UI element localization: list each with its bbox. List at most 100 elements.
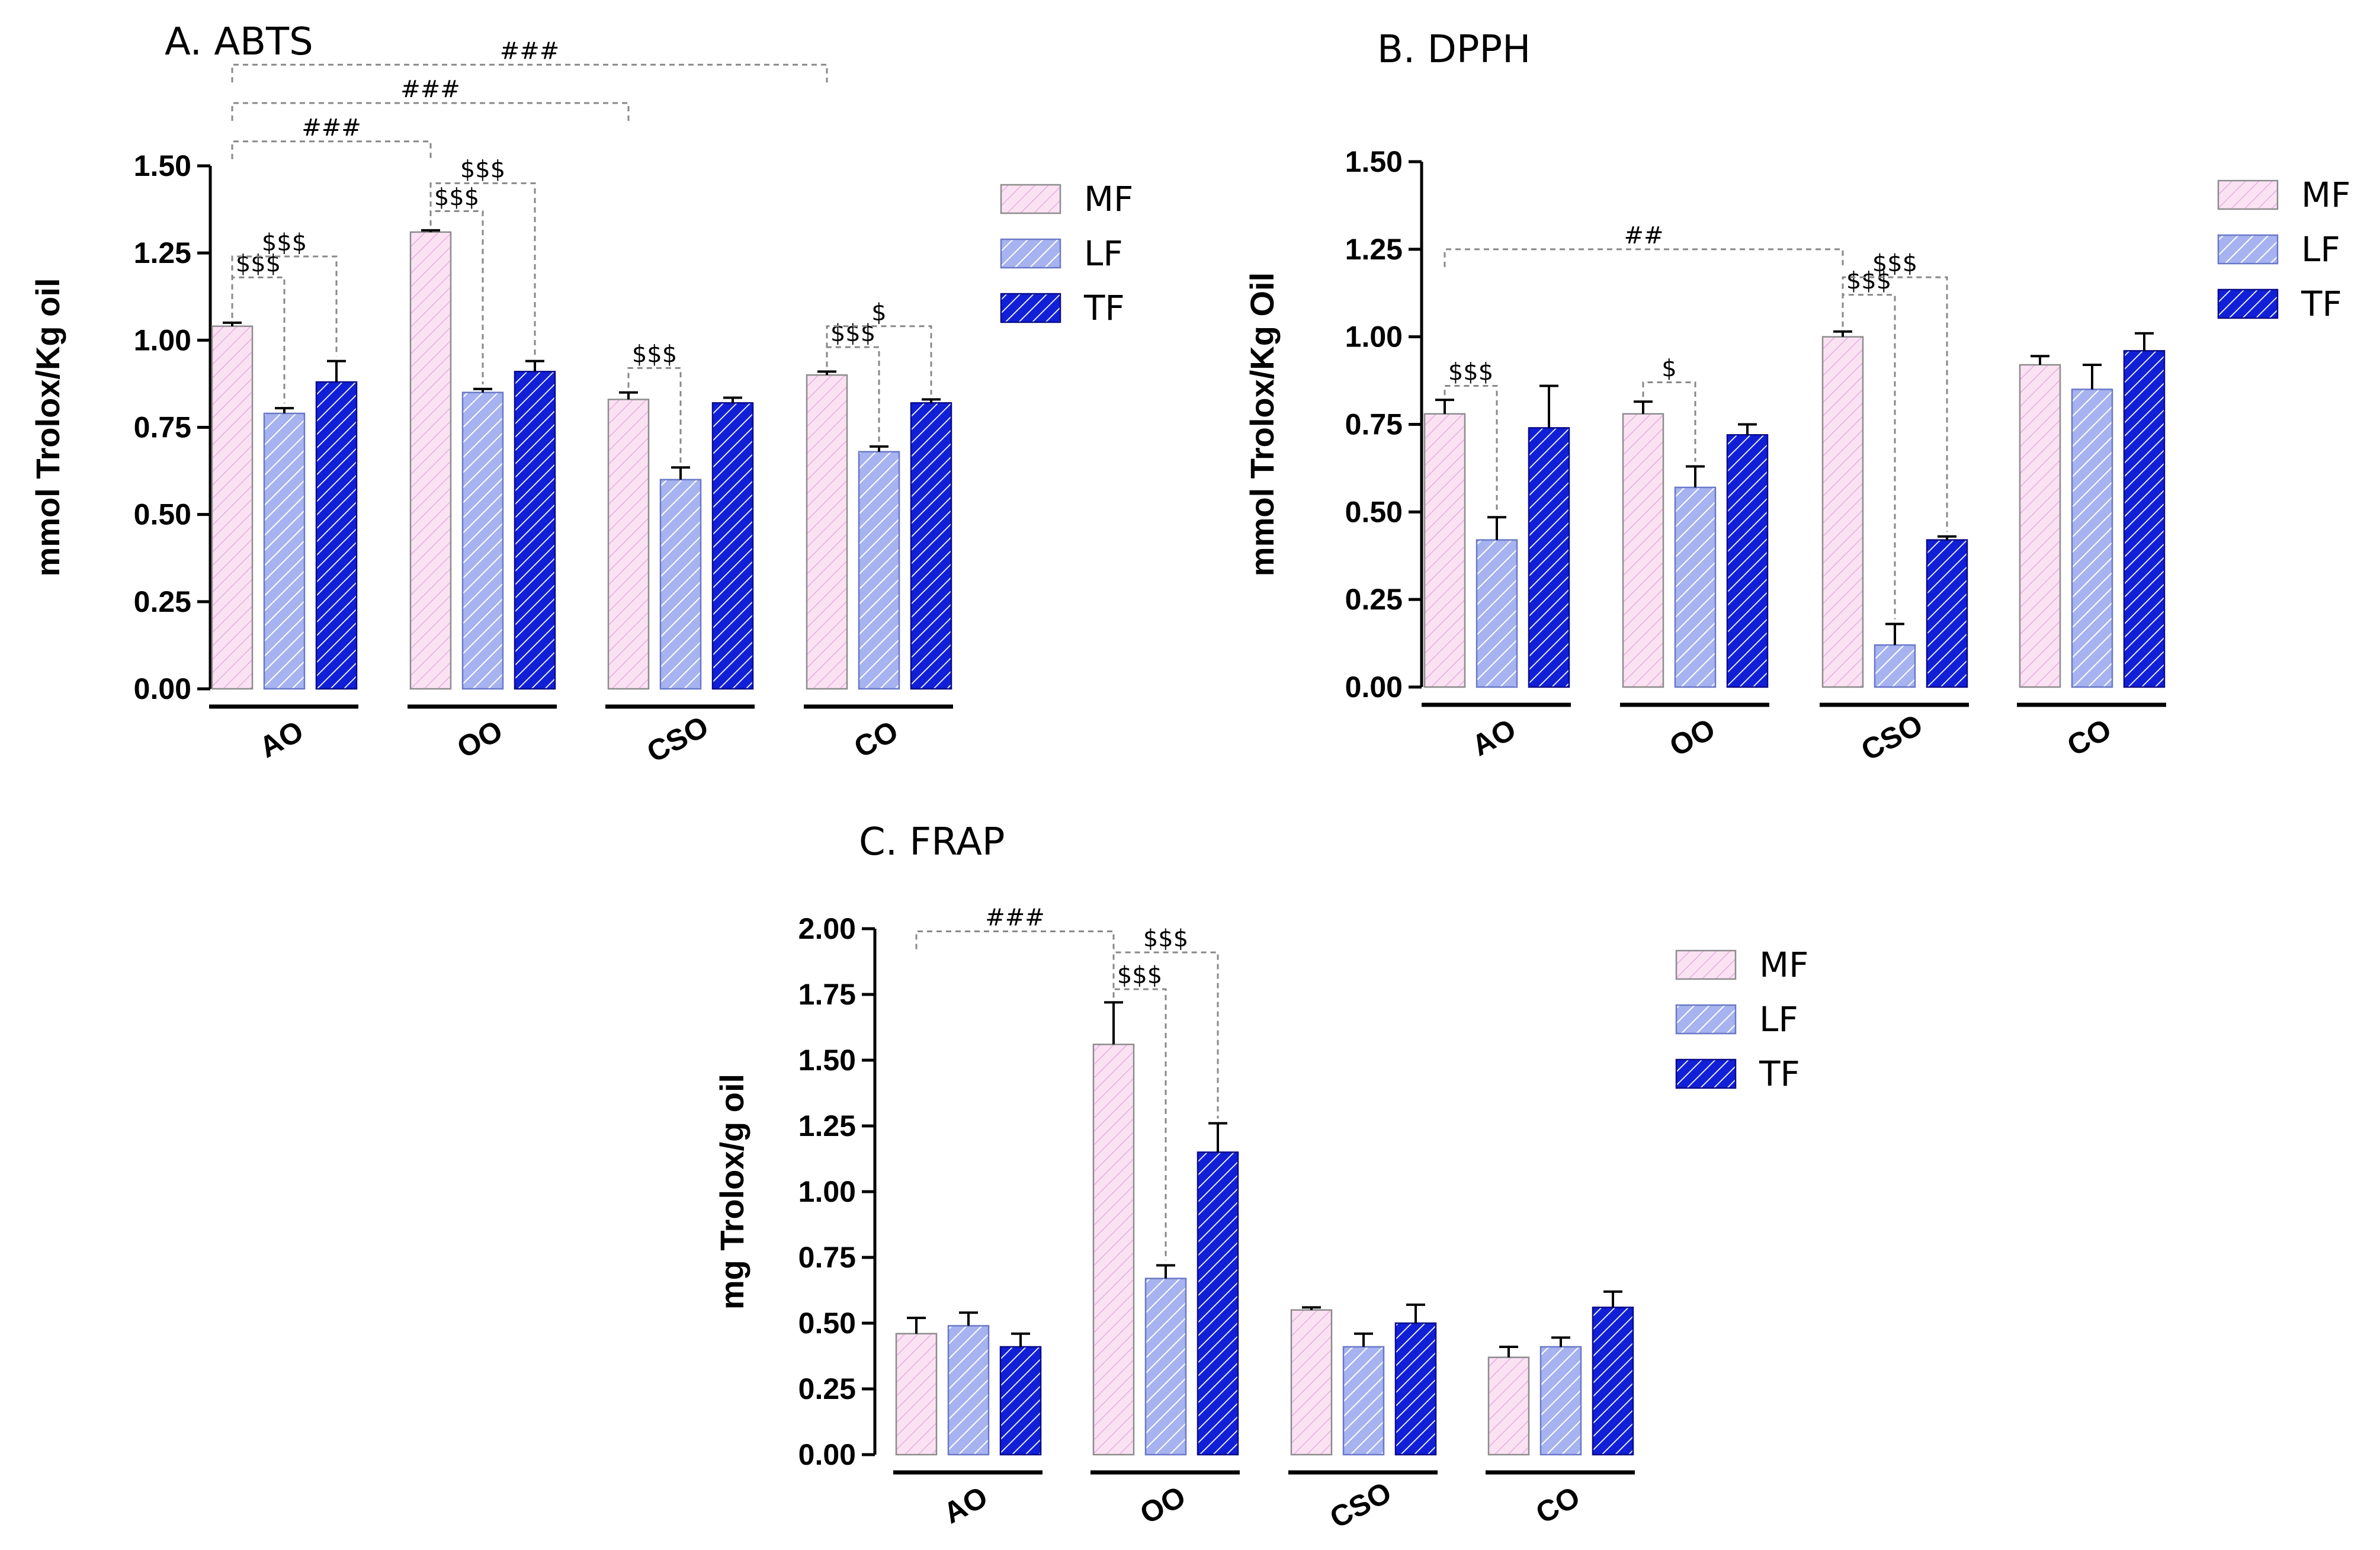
abts-y-tick-label: 1.50 (134, 149, 191, 182)
dpph-y-axis-label: mmol Trolox/Kg Oil (1243, 272, 1281, 576)
dpph-legend-swatch-tf (2217, 288, 2279, 319)
dpph-y-tick-label: 0.25 (1345, 583, 1403, 616)
abts-significance-bracket (231, 255, 338, 357)
dpph-comparison-bracket (1444, 248, 1844, 267)
abts-significance-label: $$$ (262, 229, 307, 256)
frap-category-label: CO (1531, 1480, 1586, 1530)
abts-comparison-label: ### (400, 76, 460, 103)
abts-bar-tf-cso (711, 402, 754, 690)
frap-panel: C. FRAP mg Trolox/g oil 0.00 0.25 0.50 0.75 1.… (713, 820, 1808, 1535)
dpph-legend-label-tf: TF (2301, 284, 2342, 324)
dpph-bar-lf-cso (1874, 644, 1916, 688)
dpph-bar-tf-cso (1926, 539, 1968, 688)
abts-bar-mf-oo (409, 231, 452, 690)
frap-legend-swatch-mf (1675, 949, 1737, 980)
frap-comparison-bracket (915, 930, 1115, 949)
abts-significance-bracket (429, 210, 484, 384)
abts-y-axis-label: mmol Trolox/Kg oil (29, 278, 66, 576)
dpph-y-tick-label: 1.25 (1345, 233, 1403, 266)
frap-bar-lf-ao (947, 1325, 990, 1456)
abts-bar-tf-oo (514, 371, 556, 690)
dpph-y-tick-label: 1.00 (1345, 320, 1403, 354)
abts-significance-bracket (429, 182, 536, 357)
frap-y-tick-label: 1.25 (798, 1109, 856, 1143)
frap-y-tick-label: 0.25 (798, 1372, 856, 1405)
abts-comparison-label: ### (500, 37, 560, 65)
dpph-bar-mf-ao (1423, 413, 1466, 688)
dpph-bar-mf-oo (1622, 413, 1664, 688)
frap-y-tick-label: 1.50 (798, 1044, 856, 1077)
dpph-bar-tf-ao (1528, 427, 1570, 688)
dpph-significance-bracket (1444, 384, 1498, 513)
frap-bar-tf-co (1592, 1307, 1634, 1456)
frap-category-label: OO (1135, 1480, 1191, 1530)
frap-bar-mf-ao (895, 1333, 938, 1456)
abts-y-tick-label: 0.00 (134, 672, 191, 705)
frap-legend-label-tf: TF (1759, 1054, 1800, 1094)
abts-comparison-bracket (231, 102, 630, 121)
frap-y-tick-label: 0.00 (798, 1438, 856, 1471)
dpph-bar-lf-co (2071, 389, 2113, 688)
dpph-legend-label-lf: LF (2301, 229, 2340, 269)
dpph-y-tick-label: 0.75 (1345, 408, 1403, 441)
abts-y-tick-label: 0.50 (134, 498, 191, 531)
frap-bar-mf-cso (1290, 1309, 1333, 1456)
abts-category-label: CO (849, 714, 904, 765)
frap-y-tick-label: 0.50 (798, 1307, 856, 1340)
abts-bar-tf-ao (315, 381, 358, 690)
frap-legend-swatch-tf (1675, 1058, 1737, 1089)
abts-comparison-bracket (231, 140, 432, 159)
frap-title: C. FRAP (859, 820, 1005, 864)
abts-panel: A. ABTS mmol Trolox/Kg oil 0.00 0.25 0.50 0.7… (29, 20, 1133, 769)
abts-bar-mf-co (806, 374, 848, 690)
frap-y-tick-label: 1.00 (798, 1175, 856, 1208)
frap-bar-lf-co (1539, 1346, 1582, 1456)
abts-bar-tf-co (910, 402, 952, 690)
frap-y-axis-label: mg Trolox/g oil (713, 1074, 750, 1310)
abts-category-label: CSO (641, 710, 714, 769)
abts-bar-lf-cso (659, 479, 702, 690)
abts-bar-mf-ao (211, 325, 254, 690)
dpph-bar-lf-ao (1476, 539, 1518, 688)
frap-y-tick-label: 2.00 (798, 912, 856, 945)
abts-legend-swatch-mf (1000, 184, 1061, 214)
abts-legend-label-tf: TF (1083, 288, 1125, 328)
dpph-bar-mf-cso (1821, 336, 1864, 688)
frap-legend-label-mf: MF (1759, 945, 1808, 985)
dpph-bar-tf-co (2123, 350, 2166, 688)
dpph-legend-swatch-mf (2217, 179, 2279, 210)
abts-significance-label: $$$ (460, 156, 505, 183)
dpph-significance-label: $$$ (1846, 268, 1891, 295)
dpph-legend-swatch-lf (2217, 234, 2279, 265)
abts-title: A. ABTS (165, 20, 313, 64)
abts-bar-lf-ao (263, 412, 306, 690)
frap-bar-mf-co (1487, 1356, 1530, 1456)
frap-bar-lf-oo (1144, 1278, 1187, 1456)
abts-significance-label: $$$ (236, 250, 281, 277)
dpph-significance-label: $ (1661, 355, 1676, 383)
frap-legend-label-lf: LF (1759, 999, 1798, 1039)
abts-y-tick-label: 1.25 (134, 236, 191, 269)
abts-y-tick-label: 0.25 (134, 585, 191, 618)
frap-bar-tf-cso (1394, 1322, 1437, 1456)
frap-y-tick-label: 1.75 (798, 978, 856, 1011)
abts-legend-label-mf: MF (1084, 179, 1133, 219)
frap-category-label: AO (938, 1480, 993, 1530)
dpph-legend-label-mf: MF (2301, 175, 2350, 215)
abts-significance-bracket (826, 325, 932, 395)
abts-comparison-bracket (231, 63, 828, 83)
abts-significance-label: $$$ (434, 184, 479, 211)
abts-y-tick-label: 0.75 (134, 411, 191, 444)
abts-legend-label-lf: LF (1084, 233, 1123, 274)
dpph-significance-label: $$$ (1872, 250, 1917, 277)
abts-significance-bracket (627, 367, 682, 463)
dpph-category-label: OO (1664, 712, 1721, 763)
abts-category-label: AO (254, 714, 309, 765)
dpph-title: B. DPPH (1377, 28, 1531, 72)
dpph-bar-mf-co (2019, 364, 2061, 688)
frap-comparison-label: ### (985, 904, 1045, 931)
abts-comparison-label: ### (301, 114, 361, 142)
abts-significance-label: $$$ (830, 320, 875, 347)
abts-category-label: OO (452, 714, 508, 765)
